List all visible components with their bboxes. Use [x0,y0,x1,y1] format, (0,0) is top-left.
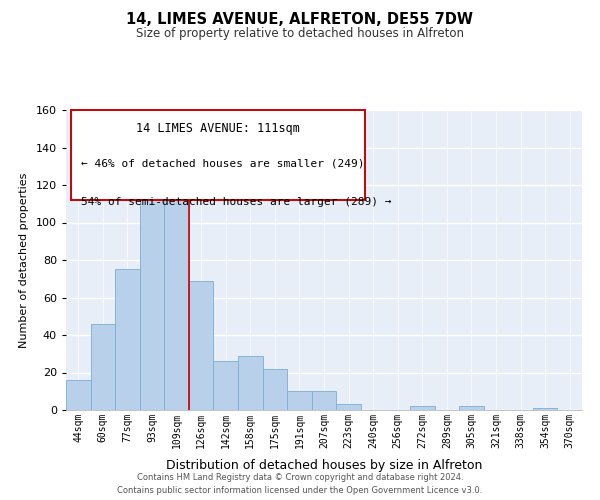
FancyBboxPatch shape [71,110,365,200]
Bar [214,361,238,410]
Text: ← 46% of detached houses are smaller (249): ← 46% of detached houses are smaller (24… [82,158,365,168]
Text: 14, LIMES AVENUE, ALFRETON, DE55 7DW: 14, LIMES AVENUE, ALFRETON, DE55 7DW [127,12,473,28]
Bar [91,324,115,410]
Text: 54% of semi-detached houses are larger (289) →: 54% of semi-detached houses are larger (… [82,197,392,207]
Bar [312,391,336,410]
Bar [140,198,164,410]
Bar [115,270,140,410]
Bar [533,408,557,410]
Text: Contains public sector information licensed under the Open Government Licence v3: Contains public sector information licen… [118,486,482,495]
Bar [287,391,312,410]
Bar [459,406,484,410]
X-axis label: Distribution of detached houses by size in Alfreton: Distribution of detached houses by size … [166,459,482,472]
Bar [410,406,434,410]
Bar [336,404,361,410]
Text: Size of property relative to detached houses in Alfreton: Size of property relative to detached ho… [136,28,464,40]
Bar [263,369,287,410]
Y-axis label: Number of detached properties: Number of detached properties [19,172,29,348]
Bar [189,280,214,410]
Text: 14 LIMES AVENUE: 111sqm: 14 LIMES AVENUE: 111sqm [136,122,300,135]
Bar [66,380,91,410]
Bar [238,356,263,410]
Bar [164,180,189,410]
Text: Contains HM Land Registry data © Crown copyright and database right 2024.: Contains HM Land Registry data © Crown c… [137,474,463,482]
